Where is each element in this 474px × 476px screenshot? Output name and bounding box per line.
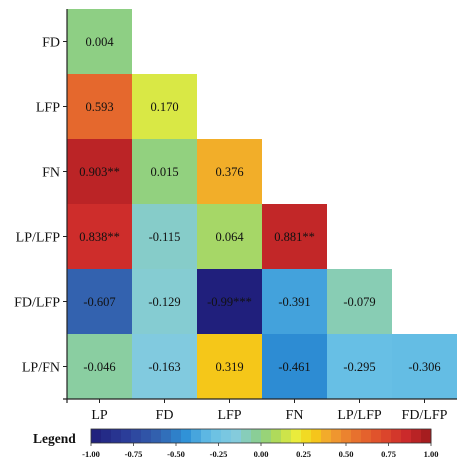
- heatmap-cell-fn-lp: [67, 139, 132, 204]
- legend-swatch: [391, 429, 402, 443]
- legend-swatch: [201, 429, 212, 443]
- cell-value-lp-lfp-lfp: 0.064: [215, 230, 244, 244]
- heatmap-cell-lp-fn-lfp: [197, 334, 262, 399]
- legend-swatch: [131, 429, 142, 443]
- heatmap-cell-lp-lfp-fd: [132, 204, 197, 269]
- cell-value-lfp-lp: 0.593: [85, 100, 113, 114]
- legend-swatch: [411, 429, 422, 443]
- heatmap-cell-fn-lfp: [197, 139, 262, 204]
- cell-value-lp-fn-lfp: 0.319: [215, 360, 243, 374]
- legend-swatch: [271, 429, 282, 443]
- cell-value-fd-lfp-fn: -0.391: [278, 295, 310, 309]
- cell-value-fn-fd: 0.015: [150, 165, 178, 179]
- legend-swatch: [281, 429, 292, 443]
- legend-tick-label: 0.00: [254, 449, 269, 459]
- legend-tick-label: 1.00: [424, 449, 439, 459]
- legend-swatch: [101, 429, 112, 443]
- legend-tick-label: -0.50: [167, 449, 185, 459]
- cell-value-lp-lfp-lp: 0.838**: [79, 230, 120, 244]
- legend-swatch: [231, 429, 242, 443]
- cell-value-lp-lfp-fd: -0.115: [149, 230, 181, 244]
- heatmap-cell-fd-lp: [67, 9, 132, 74]
- cell-value-fd-lfp-lp: -0.607: [83, 295, 115, 309]
- heatmap-cell-lp-lfp-lfp: [197, 204, 262, 269]
- legend-swatch: [341, 429, 352, 443]
- col-label-fn: FN: [286, 408, 304, 423]
- cell-value-fd-lfp-lp-lfp: -0.079: [343, 295, 375, 309]
- col-label-lp-lfp: LP/LFP: [337, 408, 382, 423]
- cell-value-lfp-fd: 0.170: [150, 100, 178, 114]
- row-label-fd-lfp: FD/LFP: [14, 296, 60, 311]
- heatmap-cell-fd-lfp-lp-lfp: [327, 269, 392, 334]
- heatmap-cell-lfp-lp: [67, 74, 132, 139]
- col-label-fd-lfp: FD/LFP: [402, 408, 448, 423]
- heatmap-cell-fd-lfp-lfp: [197, 269, 262, 334]
- cell-value-fd-lp: 0.004: [85, 35, 114, 49]
- legend-swatch: [181, 429, 192, 443]
- legend-swatch: [161, 429, 172, 443]
- legend-tick-label: -0.75: [125, 449, 143, 459]
- heatmap-cell-fn-fd: [132, 139, 197, 204]
- cell-value-fd-lfp-lfp: -0.99***: [207, 295, 252, 309]
- legend-swatch: [381, 429, 392, 443]
- cell-value-lp-fn-lp-lfp: -0.295: [343, 360, 375, 374]
- legend-swatch: [91, 429, 102, 443]
- legend-tick-label: -0.25: [210, 449, 228, 459]
- legend-swatch: [311, 429, 322, 443]
- row-label-fd: FD: [42, 36, 60, 51]
- legend-swatch: [351, 429, 362, 443]
- legend-tick-label: -1.00: [82, 449, 100, 459]
- legend-swatch: [331, 429, 342, 443]
- cell-value-lp-fn-lp: -0.046: [83, 360, 115, 374]
- legend-swatch: [121, 429, 132, 443]
- legend-swatch: [261, 429, 272, 443]
- col-label-fd: FD: [156, 408, 174, 423]
- legend-swatch: [241, 429, 252, 443]
- legend-swatch: [361, 429, 372, 443]
- legend-swatch: [251, 429, 262, 443]
- row-label-lp-fn: LP/FN: [22, 361, 60, 376]
- heatmap-cell-lp-lfp-fn: [262, 204, 327, 269]
- heatmap-cell-lfp-fd: [132, 74, 197, 139]
- legend-swatch: [371, 429, 382, 443]
- legend-tick-label: 0.75: [381, 449, 396, 459]
- row-label-lfp: LFP: [36, 101, 60, 116]
- legend-swatch: [211, 429, 222, 443]
- legend-swatch: [421, 429, 432, 443]
- legend-swatch: [151, 429, 162, 443]
- heatmap-cell-lp-fn-lp: [67, 334, 132, 399]
- legend-tick-label: 0.25: [296, 449, 311, 459]
- heatmap-cell-fd-lfp-fn: [262, 269, 327, 334]
- cell-value-lp-fn-fd: -0.163: [148, 360, 180, 374]
- legend-swatch: [401, 429, 412, 443]
- legend-tick-label: 0.50: [339, 449, 354, 459]
- legend-swatch: [191, 429, 202, 443]
- col-label-lp: LP: [91, 408, 108, 423]
- cell-value-lp-lfp-fn: 0.881**: [274, 230, 315, 244]
- heatmap-cell-lp-lfp-lp: [67, 204, 132, 269]
- legend-swatch: [301, 429, 312, 443]
- heatmap-cell-fd-lfp-lp: [67, 269, 132, 334]
- cell-value-fn-lfp: 0.376: [215, 165, 243, 179]
- cell-value-lp-fn-fd-lfp: -0.306: [408, 360, 440, 374]
- cell-value-fd-lfp-fd: -0.129: [148, 295, 180, 309]
- cell-value-lp-fn-fn: -0.461: [278, 360, 310, 374]
- legend-swatch: [321, 429, 332, 443]
- legend-swatch: [141, 429, 152, 443]
- heatmap-cell-fd-lfp-fd: [132, 269, 197, 334]
- legend-swatch: [221, 429, 232, 443]
- heatmap-cell-lp-fn-fd-lfp: [392, 334, 457, 399]
- col-label-lfp: LFP: [217, 408, 241, 423]
- row-label-lp-lfp: LP/LFP: [16, 231, 61, 246]
- heatmap-cell-lp-fn-lp-lfp: [327, 334, 392, 399]
- cell-value-fn-lp: 0.903**: [79, 165, 120, 179]
- heatmap-cell-lp-fn-fn: [262, 334, 327, 399]
- heatmap-cell-lp-fn-fd: [132, 334, 197, 399]
- legend-title: Legend: [33, 431, 76, 446]
- legend-swatch: [291, 429, 302, 443]
- row-label-fn: FN: [42, 166, 60, 181]
- legend-swatch: [171, 429, 182, 443]
- legend-swatch: [111, 429, 122, 443]
